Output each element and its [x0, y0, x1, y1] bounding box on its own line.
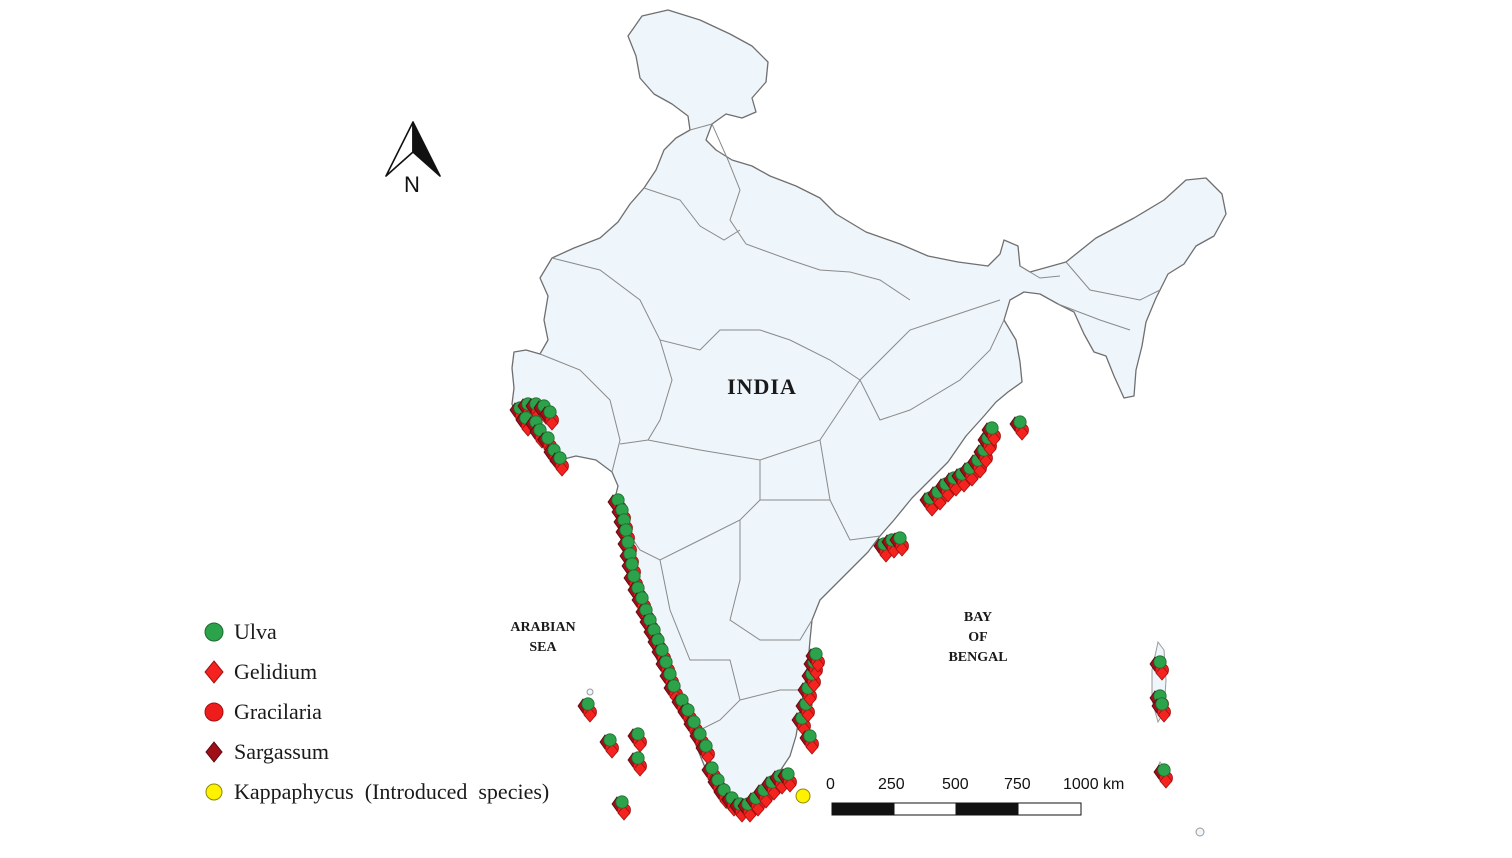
ulva-marker [619, 523, 633, 537]
ulva-marker [699, 739, 713, 753]
scale-tick-750: 750 [1004, 776, 1031, 793]
legend-item-gracilaria: Gracilaria [200, 692, 600, 732]
gelidium-marker [973, 463, 987, 479]
gelidium-marker [811, 657, 825, 673]
ulva-marker [603, 733, 617, 747]
bay-line1: BAY [963, 610, 993, 625]
ulva-marker [615, 795, 629, 809]
arabian-sea-line1: ARABIAN [510, 620, 576, 635]
ulva-marker [625, 557, 639, 571]
scale-tick-250: 250 [878, 776, 905, 793]
gelidium-marker [957, 477, 971, 493]
ulva-marker [687, 715, 701, 729]
ulva-marker [781, 767, 795, 781]
ulva-marker [635, 591, 649, 605]
gelidium-marker [987, 431, 1001, 447]
kappaphycus-marker [795, 788, 811, 804]
gelidium-marker [805, 739, 819, 755]
scale-tick-0: 0 [826, 776, 835, 793]
gelidium-marker [1155, 665, 1169, 681]
ulva-marker [1157, 763, 1171, 777]
country-label: INDIA [727, 374, 797, 399]
legend-item-ulva: Ulva [200, 612, 600, 652]
gelidium-marker [941, 487, 955, 503]
gelidium-marker [583, 707, 597, 723]
gelidium-marker [983, 441, 997, 457]
gelidium-marker [555, 461, 569, 477]
ulva-marker [1153, 655, 1167, 669]
gelidium-marker [965, 471, 979, 487]
bay-of-bengal-label: BAY OF BENGAL [930, 608, 1026, 668]
legend-label-ulva: Ulva [234, 619, 277, 644]
legend-item-kappaphycus: Kappaphycus (Introduced species) [200, 772, 600, 812]
legend-item-gelidium: Gelidium [200, 652, 600, 692]
gelidium-marker [751, 801, 765, 817]
ulva-marker [667, 679, 681, 693]
gelidium-marker [767, 785, 781, 801]
legend: Ulva Gelidium Gracilaria Sargassum Kappa… [200, 612, 600, 812]
legend-label-sargassum: Sargassum [234, 739, 329, 764]
scale-bar [831, 802, 1082, 816]
bay-line2: OF [968, 630, 988, 645]
gelidium-marker [933, 495, 947, 511]
red-circle-icon [204, 702, 224, 722]
dark-red-diamond-icon [205, 741, 223, 763]
gelidium-marker [617, 805, 631, 821]
gelidium-marker [605, 743, 619, 759]
ulva-marker [1155, 697, 1169, 711]
legend-label-gelidium: Gelidium [234, 659, 318, 684]
gelidium-marker [801, 707, 815, 723]
gelidium-marker [895, 541, 909, 557]
gelidium-marker [545, 415, 559, 431]
scale-tick-500: 500 [942, 776, 969, 793]
gelidium-marker [1157, 707, 1171, 723]
gelidium-marker [803, 691, 817, 707]
occurrence-markers [509, 397, 1173, 823]
ulva-marker [681, 703, 695, 717]
state-borders [539, 123, 1161, 731]
gelidium-marker [1015, 425, 1029, 441]
ulva-marker [803, 729, 817, 743]
north-label: N [404, 172, 420, 197]
ulva-marker [631, 727, 645, 741]
ulva-marker [985, 421, 999, 435]
legend-item-sargassum: Sargassum [200, 732, 600, 772]
legend-label-kappaphycus: Kappaphycus (Introduced species) [234, 779, 550, 804]
ulva-marker [705, 761, 719, 775]
green-circle-icon [204, 622, 224, 642]
north-arrow-icon [385, 121, 441, 177]
ulva-marker [693, 727, 707, 741]
gelidium-marker [633, 761, 647, 777]
india-mainland [511, 9, 1227, 811]
gelidium-marker [979, 453, 993, 469]
gelidium-marker [925, 501, 939, 517]
ulva-marker [809, 647, 823, 661]
arabian-sea-line2: SEA [529, 640, 557, 655]
ulva-marker [631, 751, 645, 765]
arabian-sea-label: ARABIAN SEA [490, 618, 596, 658]
ulva-marker [553, 451, 567, 465]
ulva-marker [621, 535, 635, 549]
ulva-marker [627, 569, 641, 583]
gelidium-marker [759, 793, 773, 809]
ulva-marker [581, 697, 595, 711]
ulva-marker [1013, 415, 1027, 429]
ulva-marker [663, 667, 677, 681]
scale-tick-1000: 1000 km [1063, 776, 1125, 793]
ulva-marker [543, 405, 557, 419]
ulva-marker [659, 655, 673, 669]
gelidium-marker [743, 807, 757, 823]
ulva-marker [541, 431, 555, 445]
red-diamond-icon [204, 660, 224, 684]
gelidium-marker [1159, 773, 1173, 789]
ulva-marker [893, 531, 907, 545]
legend-label-gracilaria: Gracilaria [234, 699, 322, 724]
gelidium-marker [807, 677, 821, 693]
bay-line3: BENGAL [948, 650, 1008, 665]
gelidium-marker [783, 777, 797, 793]
yellow-circle-icon [205, 783, 223, 801]
ulva-marker [655, 643, 669, 657]
